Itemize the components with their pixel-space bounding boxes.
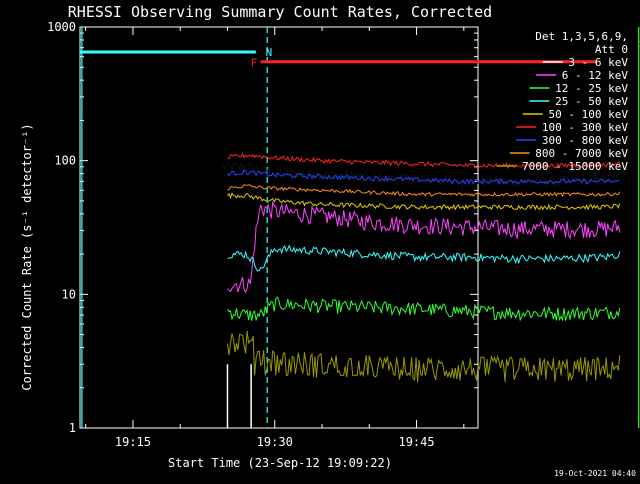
legend-header: Det 1,3,5,6,9, (535, 30, 628, 43)
series-line (227, 244, 621, 272)
legend-entry-label: 50 - 100 keV (549, 108, 629, 121)
legend-entry-label: 7000 - 15000 keV (522, 160, 628, 173)
x-tick-label: 19:30 (257, 435, 293, 449)
night-label: N (266, 46, 273, 59)
flare-label: F (251, 57, 258, 70)
y-axis-label: Corrected Count Rate (s⁻¹ detector⁻¹) (20, 123, 34, 390)
timestamp-footer: 19-Oct-2021 04:40 (554, 469, 636, 478)
legend-entry-label: 300 - 800 keV (542, 134, 628, 147)
y-tick-label: 100 (54, 154, 76, 168)
x-tick-label: 19:45 (398, 435, 434, 449)
series-line (227, 169, 620, 185)
legend-header: Att 0 (595, 43, 628, 56)
legend-entry-label: 25 - 50 keV (555, 95, 628, 108)
series-line (227, 184, 621, 198)
series-line (227, 330, 621, 383)
x-axis-label: Start Time (23-Sep-12 19:09:22) (168, 456, 392, 470)
plot-area: 1 10 100 1000 19:15 19:30 19:45 FN S (47, 20, 640, 449)
saa-label: S (639, 38, 640, 51)
x-tick-label: 19:15 (115, 435, 151, 449)
legend-entry-label: 6 - 12 keV (562, 69, 629, 82)
legend-entry-label: 800 - 7000 keV (535, 147, 628, 160)
chart-title: RHESSI Observing Summary Count Rates, Co… (68, 3, 492, 21)
legend-entry-label: 12 - 25 keV (555, 82, 628, 95)
series-line (227, 296, 621, 322)
y-tick-label: 1 (69, 421, 76, 435)
y-tick-label: 10 (62, 287, 76, 301)
legend-entry-label: 3 - 6 keV (568, 56, 628, 69)
y-tick-label: 1000 (47, 20, 76, 34)
series-line (227, 152, 621, 170)
series-line (227, 192, 621, 211)
series-line (227, 200, 621, 294)
legend-entry-label: 100 - 300 keV (542, 121, 628, 134)
